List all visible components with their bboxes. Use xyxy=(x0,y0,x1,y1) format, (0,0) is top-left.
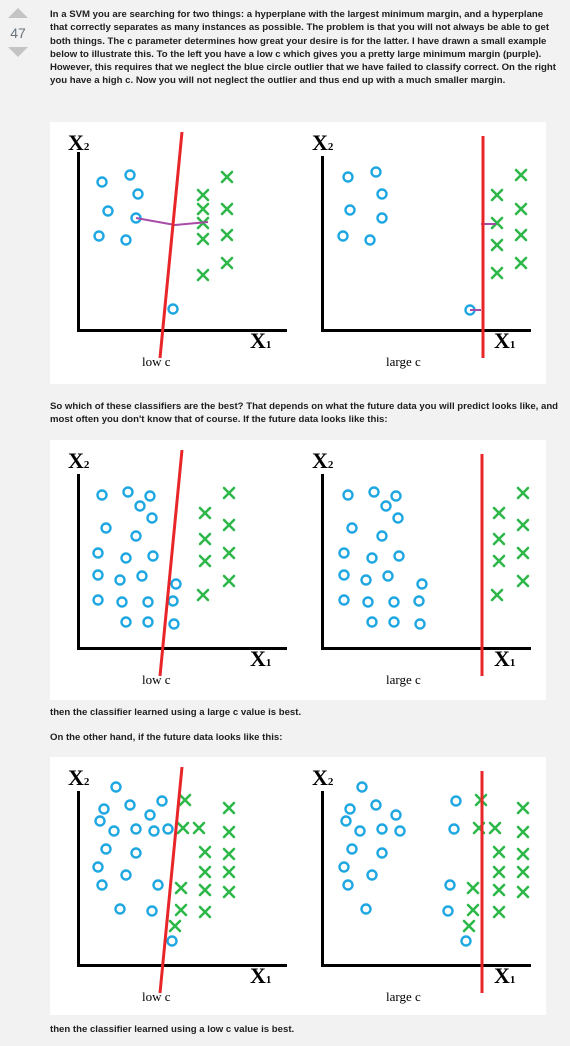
panel-low-c: X2 X1 low c xyxy=(50,122,298,384)
vote-count: 47 xyxy=(0,25,36,41)
paragraph-other-hand: On the other hand, if the future data lo… xyxy=(50,731,282,744)
plot-large-c xyxy=(298,122,546,384)
plot-large-c xyxy=(298,757,546,1015)
plot-low-c xyxy=(50,440,298,700)
vote-controls: 47 xyxy=(0,8,36,57)
plot-low-c xyxy=(50,757,298,1015)
panel-low-c: X2 X1 low c xyxy=(50,440,298,700)
figure-future-data-1: X2 X1 low c X2 xyxy=(50,440,546,700)
panel-large-c: X2 X1 large c xyxy=(298,440,546,700)
panel-large-c: X2 X1 large c xyxy=(298,122,546,384)
upvote-arrow-icon[interactable] xyxy=(8,8,28,18)
paragraph-large-best: then the classifier learned using a larg… xyxy=(50,706,301,719)
paragraph-low-best: then the classifier learned using a low … xyxy=(50,1023,294,1036)
panel-large-c: X2 X1 large c xyxy=(298,757,546,1015)
figure-training: X2 X1 low c X2 X1 large c xyxy=(50,122,546,384)
paragraph-which: So which of these classifiers are the be… xyxy=(50,400,560,427)
panel-low-c: X2 X1 low c xyxy=(50,757,298,1015)
plot-low-c xyxy=(50,122,298,384)
paragraph-intro: In a SVM you are searching for two thing… xyxy=(50,8,560,88)
downvote-arrow-icon[interactable] xyxy=(8,47,28,57)
plot-large-c xyxy=(298,440,546,700)
figure-future-data-2: X2 X1 low c xyxy=(50,757,546,1015)
